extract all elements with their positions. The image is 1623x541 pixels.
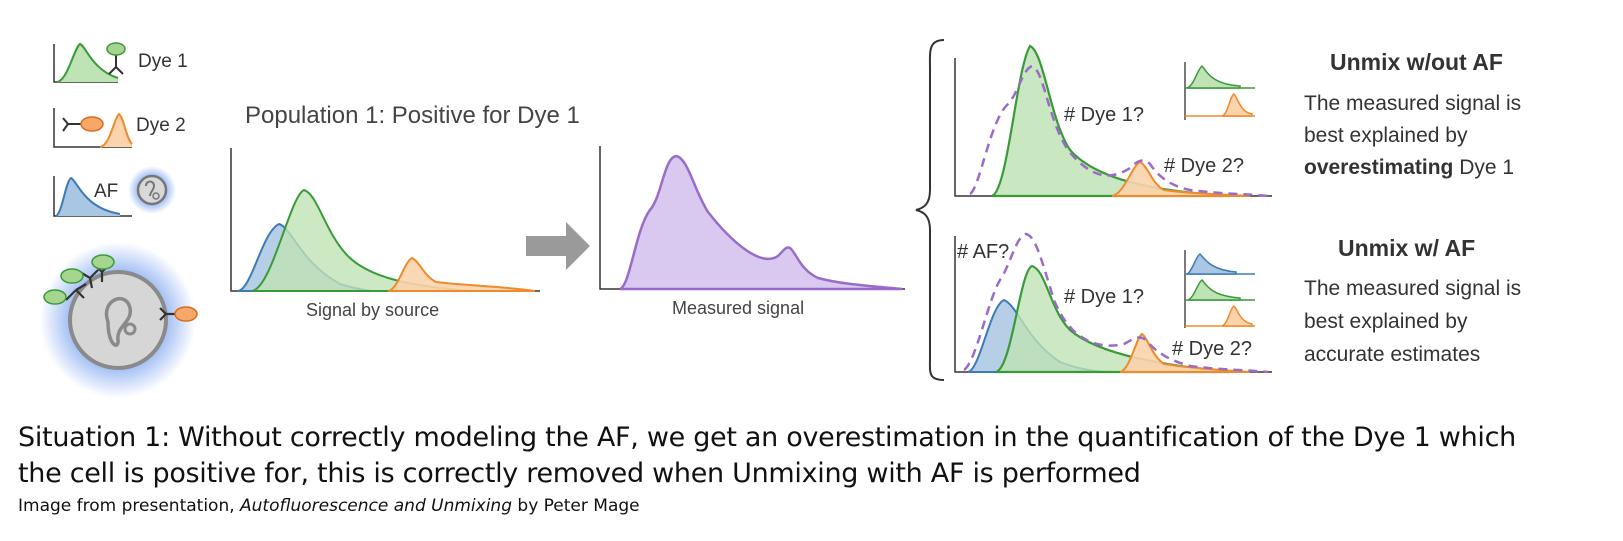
dye1-mini-curve (57, 44, 118, 82)
legend-af: AF (53, 166, 176, 217)
credit-title: Autofluorescence and Unmixing (240, 496, 512, 516)
unmix-with-line2: best explained by (1304, 310, 1468, 333)
signal-by-source-plot: Signal by source (230, 148, 540, 320)
unmix-without-af-description: Unmix w/out AF The measured signal is be… (1304, 49, 1521, 179)
caption-line2: the cell is positive for, this is correc… (18, 458, 1141, 489)
unmix-without-line2: best explained by (1304, 124, 1468, 147)
unmix-with-line3: accurate estimates (1304, 343, 1480, 366)
population-title: Population 1: Positive for Dye 1 (245, 102, 580, 129)
legend-dye1-label: Dye 1 (138, 51, 188, 72)
antibody-dye2-icon (62, 116, 104, 132)
unmix-with-heading: Unmix w/ AF (1338, 235, 1475, 261)
legend-af-label: AF (94, 181, 118, 202)
unmix-with-line1: The measured signal is (1304, 277, 1521, 300)
measured-plot-label: Measured signal (672, 298, 804, 318)
measured-curve (619, 154, 903, 291)
credit-suffix: by Peter Mage (512, 496, 640, 516)
measured-signal-plot: Measured signal (599, 146, 905, 318)
figure-caption: Situation 1: Without correctly modeling … (18, 420, 1608, 518)
unmix-without-line3: overestimating Dye 1 (1304, 156, 1514, 179)
legend-dye2-label: Dye 2 (136, 115, 186, 136)
unmix2-annot-dye1: # Dye 1? (1064, 286, 1144, 308)
unmix2-annot-af: # AF? (957, 241, 1009, 263)
unmix2-annot-dye2: # Dye 2? (1172, 338, 1252, 360)
arrow-icon (526, 222, 590, 270)
unmix-without-line1: The measured signal is (1304, 92, 1521, 115)
unmix-without-line3-rest: Dye 1 (1453, 156, 1514, 179)
unmix1-dye2-curve (1111, 160, 1251, 197)
autofluorescent-cell-icon (128, 166, 176, 214)
legend-dye1: Dye 1 (53, 42, 188, 83)
unmix1-annot-dye1: # Dye 1? (1064, 104, 1144, 126)
antibody-dye1-icon (106, 42, 126, 75)
unmix-without-heading: Unmix w/out AF (1330, 49, 1503, 75)
curly-brace-icon (915, 39, 945, 381)
source-dye1-curve (251, 188, 471, 292)
unmix1-measured-dashed (969, 64, 1269, 198)
caption-credit: Image from presentation, Autofluorescenc… (18, 494, 1608, 518)
unmix1-inset (1184, 62, 1255, 120)
unmix2-inset (1184, 250, 1255, 328)
credit-prefix: Image from presentation, (18, 496, 241, 516)
source-plot-label: Signal by source (306, 300, 439, 320)
labeled-cell-icon (40, 242, 198, 398)
unmix2-measured-dashed (963, 232, 1269, 374)
legend-dye2: Dye 2 (53, 108, 186, 148)
unmix-without-line3-bold: overestimating (1304, 156, 1453, 179)
unmix-with-af-plot: # AF? # Dye 1? # Dye 2? (954, 232, 1272, 374)
source-dye2-curve (387, 256, 536, 292)
caption-line1: Situation 1: Without correctly modeling … (18, 422, 1516, 453)
unmix1-annot-dye2: # Dye 2? (1164, 155, 1244, 177)
unmix-with-af-description: Unmix w/ AF The measured signal is best … (1304, 235, 1521, 366)
unmix-without-af-plot: # Dye 1? # Dye 2? (954, 44, 1272, 198)
